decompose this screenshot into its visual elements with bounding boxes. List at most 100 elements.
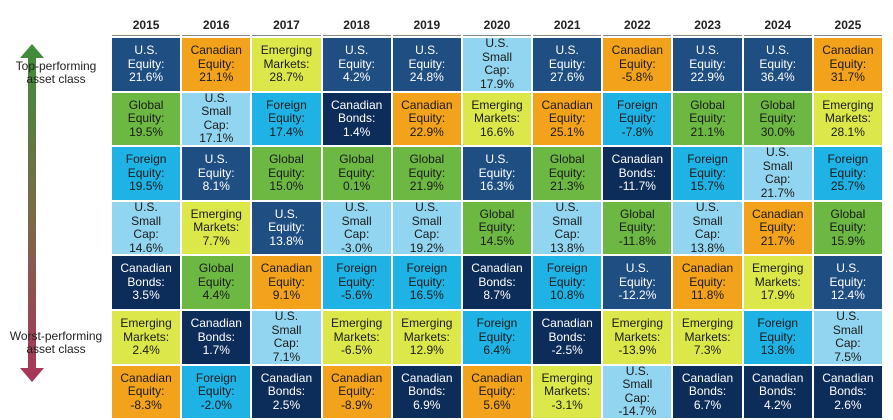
return-value: 12.9%: [409, 343, 444, 358]
return-value: 12.4%: [830, 288, 865, 303]
asset-label: Global Equity:: [689, 97, 726, 126]
cell: U.S. Equity: -12.2%: [603, 256, 672, 309]
asset-label: Emerging Markets:: [541, 370, 593, 399]
return-value: -8.9%: [340, 397, 373, 412]
cell: U.S. Equity: 22.9%: [673, 38, 742, 91]
year-header: 2019: [392, 14, 461, 36]
cell: Canadian Equity: -5.8%: [603, 38, 672, 91]
return-value: -12.2%: [618, 288, 657, 303]
return-value: 16.3%: [479, 179, 514, 194]
return-value: 21.1%: [690, 124, 725, 139]
cell: Global Equity: 30.0%: [743, 92, 812, 146]
cell: Canadian Equity: -8.3%: [112, 365, 181, 419]
cell: Foreign Equity: 25.7%: [813, 147, 882, 200]
asset-label: Canadian Bonds:: [401, 370, 453, 399]
asset-label: Canadian Equity:: [822, 43, 874, 71]
asset-label: Global Equity:: [619, 206, 656, 235]
return-value: 19.5%: [129, 179, 164, 194]
asset-label: Canadian Bonds:: [681, 370, 734, 399]
cell: U.S. Equity: 12.4%: [813, 256, 882, 309]
return-value: 11.8%: [690, 288, 725, 303]
asset-label: Canadian Bonds:: [822, 370, 874, 399]
cell: Emerging Markets: 7.3%: [673, 310, 742, 364]
return-value: 10.8%: [550, 288, 585, 303]
asset-label: Global Equity:: [127, 97, 165, 126]
return-value: 21.9%: [409, 179, 444, 194]
asset-label: Emerging Markets:: [260, 43, 313, 71]
asset-label: U.S. Equity:: [127, 43, 165, 71]
asset-label: U.S. Small Cap:: [271, 309, 302, 351]
asset-label: Emerging Markets:: [190, 206, 242, 235]
cell: Foreign Equity: 16.5%: [392, 256, 461, 309]
return-value: 27.6%: [550, 70, 585, 85]
return-value: 2.4%: [132, 343, 160, 358]
return-value: 17.4%: [269, 124, 304, 139]
asset-label: U.S. Small Cap:: [481, 36, 512, 78]
return-value: -11.7%: [618, 179, 656, 194]
cell: Emerging Markets: -13.9%: [603, 310, 672, 364]
asset-label: U.S. Equity:: [759, 43, 797, 71]
cell: Global Equity: 15.0%: [252, 147, 321, 200]
asset-label: Global Equity:: [478, 206, 516, 235]
return-value: 17.1%: [199, 131, 234, 146]
cell: U.S. Small Cap: 21.7%: [743, 145, 812, 200]
cell: Foreign Equity: 19.5%: [112, 147, 181, 200]
cell: Foreign Equity: 10.8%: [533, 256, 602, 309]
cell: Canadian Bonds: 6.9%: [392, 365, 461, 419]
return-value: 1.4%: [342, 124, 371, 139]
return-value: 21.6%: [129, 70, 164, 85]
return-value: 24.8%: [409, 70, 444, 85]
asset-label: Emerging Markets:: [822, 97, 874, 126]
cell: Global Equity: 14.5%: [462, 201, 532, 255]
return-value: 19.5%: [129, 124, 164, 139]
cell: Global Equity: -11.8%: [603, 201, 672, 255]
return-value: -11.8%: [618, 233, 656, 248]
asset-label: Canadian Equity:: [681, 261, 734, 289]
cell: Canadian Bonds: 4.2%: [743, 365, 812, 419]
asset-label: U.S. Equity:: [338, 43, 375, 71]
asset-label: Emerging Markets:: [681, 316, 734, 344]
year-header: 2015: [112, 14, 181, 36]
cell: Emerging Markets: 2.4%: [112, 310, 181, 364]
return-value: 21.3%: [550, 179, 585, 194]
cell: U.S. Equity: 27.6%: [533, 38, 602, 91]
cell: Foreign Equity: 6.4%: [462, 310, 532, 364]
asset-label: U.S. Small Cap:: [201, 90, 232, 132]
cell: U.S. Equity: 24.8%: [392, 38, 461, 91]
asset-label: Canadian Bonds:: [260, 370, 313, 399]
asset-label: U.S. Small Cap:: [832, 309, 863, 351]
return-value: -3.1%: [551, 397, 583, 412]
return-value: 4.2%: [764, 397, 792, 412]
asset-label: Canadian Bonds:: [330, 97, 383, 126]
asset-label: Foreign Equity:: [336, 261, 377, 289]
year-header: 2022: [603, 14, 672, 36]
asset-label: U.S. Equity:: [197, 152, 235, 180]
cell: Canadian Bonds: -2.5%: [533, 310, 602, 364]
asset-label: Global Equity:: [408, 152, 446, 180]
cell: U.S. Small Cap: 17.1%: [182, 90, 251, 146]
asset-label: Canadian Equity:: [401, 97, 453, 126]
cell: U.S. Small Cap: 7.1%: [252, 309, 321, 364]
return-value: -13.9%: [618, 343, 657, 358]
asset-label: Canadian Bonds:: [471, 261, 523, 289]
return-value: -7.8%: [621, 124, 654, 139]
return-value: 7.7%: [202, 233, 230, 248]
asset-label: Global Equity:: [829, 206, 867, 235]
cell: Canadian Bonds: 2.5%: [252, 365, 321, 419]
return-value: 13.8%: [269, 233, 304, 248]
return-value: -6.5%: [340, 343, 373, 358]
cell: U.S. Small Cap: -14.7%: [603, 364, 672, 419]
asset-label: Foreign Equity:: [546, 261, 588, 289]
cell: Canadian Equity: 11.8%: [673, 256, 742, 309]
asset-label: Foreign Equity:: [757, 316, 799, 344]
cell: Emerging Markets: 17.9%: [743, 256, 812, 309]
cell: Global Equity: 19.5%: [112, 92, 181, 146]
asset-label: U.S. Small Cap:: [762, 145, 793, 187]
year-header: 2023: [673, 14, 742, 36]
return-value: 31.7%: [830, 70, 865, 85]
year-header: 2025: [813, 14, 882, 36]
asset-label: Canadian Equity:: [541, 97, 593, 126]
asset-label: U.S. Small Cap:: [552, 200, 583, 242]
cell: U.S. Equity: 36.4%: [743, 38, 812, 91]
cell: Canadian Equity: 22.9%: [392, 92, 461, 146]
